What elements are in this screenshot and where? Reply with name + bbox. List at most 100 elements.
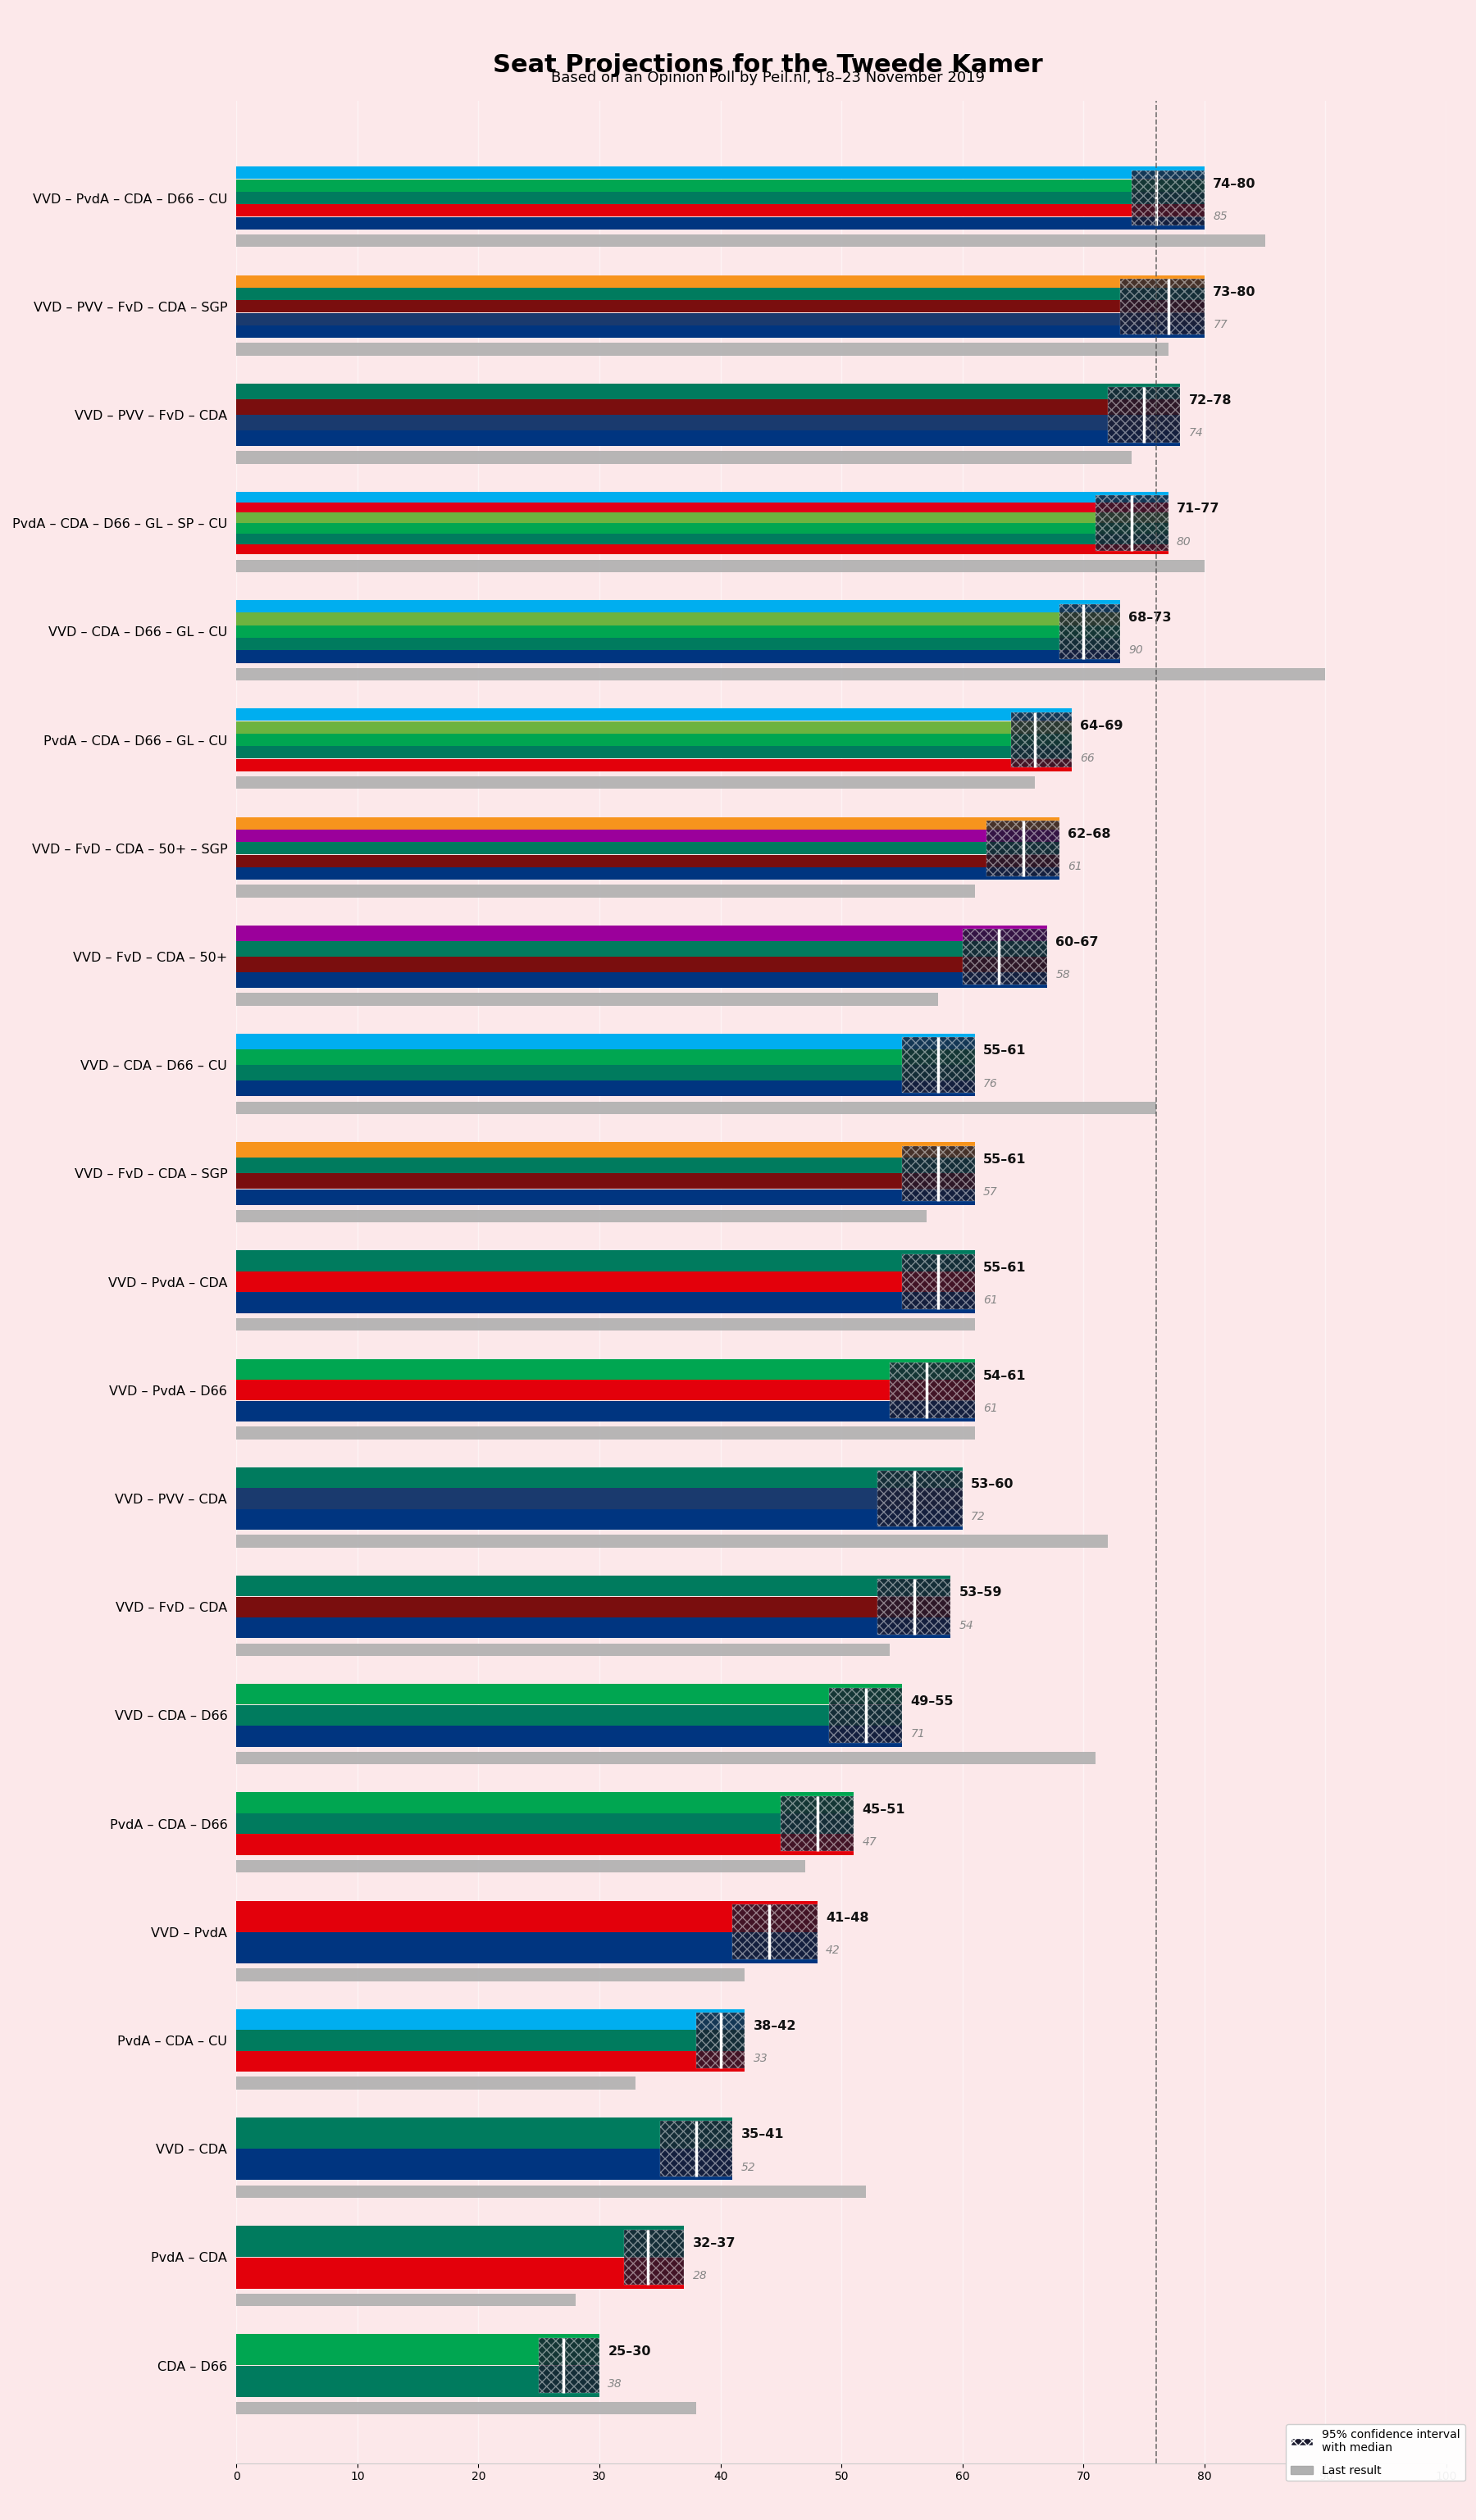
Bar (986, 822, 1060, 877)
Bar (902, 1038, 974, 1094)
Bar (236, 1174, 974, 1189)
Bar (732, 1905, 818, 1961)
Bar (1132, 171, 1204, 227)
Bar (878, 1580, 951, 1635)
Bar (236, 958, 1046, 973)
Bar (236, 867, 1060, 879)
Bar (236, 746, 1072, 759)
Text: 74–80: 74–80 (1213, 179, 1256, 189)
Bar (624, 2230, 685, 2286)
Bar (236, 1048, 974, 1066)
Bar (539, 2339, 599, 2394)
Text: 25–30: 25–30 (608, 2346, 651, 2359)
Bar (236, 1575, 951, 1595)
Bar (236, 1426, 974, 1439)
Bar (236, 1401, 974, 1421)
Bar (236, 2076, 636, 2089)
Text: 45–51: 45–51 (862, 1804, 905, 1817)
Text: 53–60: 53–60 (971, 1479, 1014, 1492)
Bar (902, 1255, 974, 1310)
Text: 68–73: 68–73 (1128, 612, 1172, 622)
Bar (236, 1157, 974, 1174)
Text: 54: 54 (959, 1620, 973, 1630)
Bar (236, 2402, 697, 2414)
Bar (902, 1038, 974, 1094)
Bar (236, 1293, 974, 1313)
Bar (236, 993, 939, 1005)
Text: 49–55: 49–55 (911, 1696, 953, 1709)
Bar (697, 2013, 745, 2069)
Bar (236, 559, 1204, 572)
Bar (236, 234, 1265, 247)
Bar (236, 1706, 902, 1726)
Text: 32–37: 32–37 (692, 2238, 735, 2250)
Text: 57: 57 (983, 1187, 998, 1197)
Bar (781, 1797, 853, 1852)
Bar (236, 1081, 974, 1096)
Bar (236, 2117, 732, 2150)
Bar (236, 2258, 685, 2288)
Bar (236, 204, 1204, 217)
Legend: 95% confidence interval
with median, Last result: 95% confidence interval with median, Las… (1286, 2424, 1466, 2482)
Bar (236, 275, 1204, 287)
Bar (1120, 280, 1204, 335)
Bar (732, 1905, 818, 1961)
Bar (236, 1860, 806, 1872)
Text: 73–80: 73–80 (1213, 287, 1256, 297)
Text: 38–42: 38–42 (753, 2021, 796, 2034)
Bar (1095, 496, 1168, 552)
Text: 61: 61 (1067, 862, 1082, 872)
Bar (236, 1535, 1107, 1547)
Bar (236, 1381, 974, 1401)
Bar (236, 287, 1204, 300)
Bar (236, 1968, 745, 1981)
Text: 80: 80 (1176, 537, 1191, 547)
Bar (236, 1467, 962, 1487)
Text: 72–78: 72–78 (1188, 396, 1232, 406)
Bar (236, 2366, 599, 2397)
Text: 62–68: 62–68 (1067, 829, 1111, 839)
Bar (236, 1489, 962, 1509)
Bar (236, 1900, 818, 1933)
Text: 41–48: 41–48 (825, 1913, 869, 1925)
Bar (1011, 713, 1072, 769)
Bar (236, 776, 1035, 789)
Text: Based on an Opinion Poll by Peil.nl, 18–23 November 2019: Based on an Opinion Poll by Peil.nl, 18–… (551, 71, 984, 86)
Bar (1011, 713, 1072, 769)
Text: 33: 33 (753, 2054, 768, 2064)
Bar (236, 325, 1204, 338)
Bar (986, 822, 1060, 877)
Bar (878, 1472, 962, 1527)
Text: 90: 90 (1128, 645, 1142, 655)
Bar (962, 930, 1046, 985)
Bar (236, 829, 1060, 842)
Bar (236, 1814, 853, 1835)
Bar (236, 1358, 974, 1378)
Bar (236, 166, 1204, 179)
Bar (1107, 388, 1181, 444)
Text: 53–59: 53–59 (959, 1588, 1002, 1600)
Bar (236, 2185, 866, 2197)
Bar (236, 2051, 745, 2071)
Bar (236, 534, 1168, 544)
Text: 55–61: 55–61 (983, 1046, 1026, 1056)
Bar (236, 1509, 962, 1530)
Bar (1060, 605, 1120, 660)
Bar (236, 491, 1168, 501)
Text: 71–77: 71–77 (1176, 504, 1219, 514)
Text: 54–61: 54–61 (983, 1371, 1026, 1381)
Text: 55–61: 55–61 (983, 1263, 1026, 1273)
Bar (236, 1726, 902, 1746)
Bar (1120, 280, 1204, 335)
Bar (236, 816, 1060, 829)
Bar (236, 1033, 974, 1048)
Text: 52: 52 (741, 2162, 756, 2172)
Bar (236, 1933, 818, 1963)
Text: 71: 71 (911, 1729, 925, 1739)
Bar (660, 2122, 732, 2177)
Text: 38: 38 (608, 2379, 623, 2389)
Bar (1107, 388, 1181, 444)
Bar (236, 192, 1204, 204)
Bar (890, 1363, 974, 1419)
Bar (1095, 496, 1168, 552)
